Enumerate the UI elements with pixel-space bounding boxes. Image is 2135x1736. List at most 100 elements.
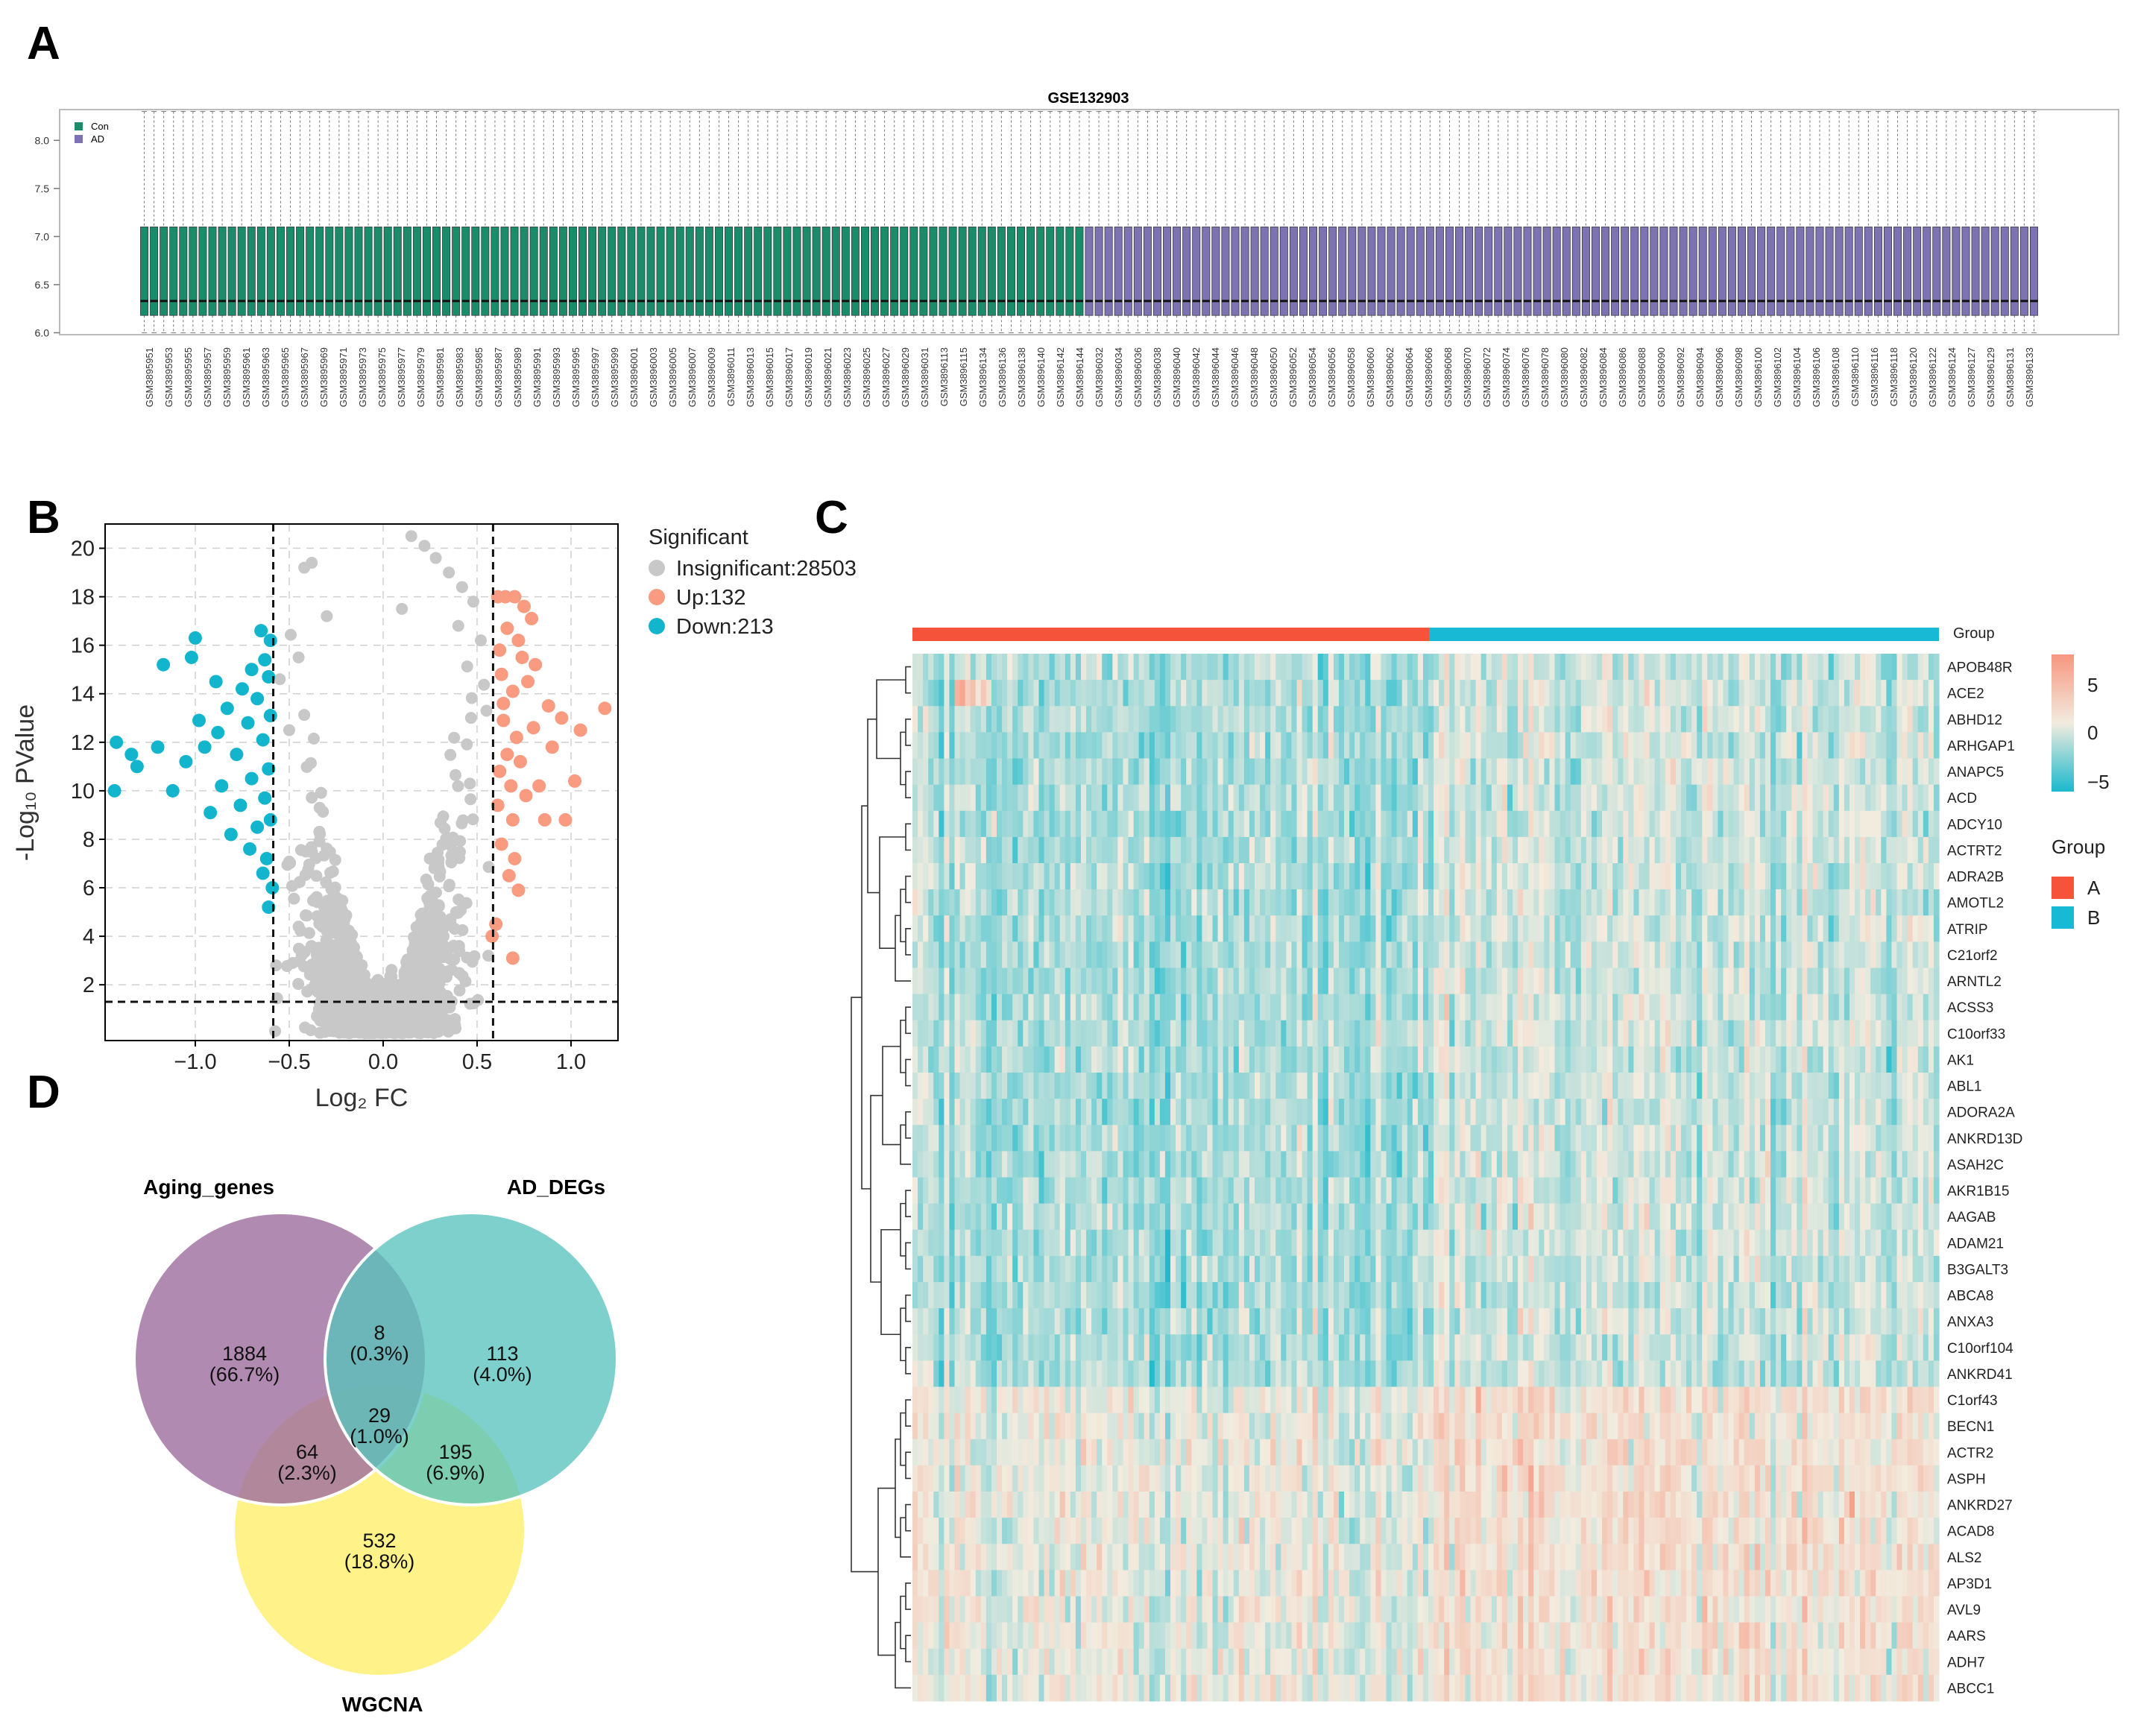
heatmap-cell (1038, 680, 1045, 707)
heatmap-cell (1012, 654, 1018, 681)
heatmap-cell (1565, 706, 1571, 733)
heatmap-cell (1391, 732, 1398, 760)
box-body (1494, 227, 1503, 316)
group-bar-b (1429, 628, 1939, 641)
heatmap-cell (1896, 680, 1903, 707)
heatmap-cell (975, 680, 982, 707)
heatmap-cell (1702, 680, 1708, 707)
heatmap-cell (1144, 680, 1150, 707)
heatmap-cell (1112, 654, 1118, 681)
heatmap-cell (1265, 706, 1271, 733)
heatmap-cell (1712, 680, 1719, 707)
point-insignificant (331, 925, 344, 938)
heatmap-cell (1396, 732, 1403, 760)
box-ad (1114, 111, 1123, 333)
box-ad (1202, 111, 1211, 333)
heatmap-cell (1786, 654, 1792, 681)
box-ad (1435, 111, 1444, 333)
heatmap-cell (1038, 654, 1045, 681)
point-insignificant (438, 822, 451, 835)
boxplot-x-tick-label: GSM3896044 (1210, 347, 1221, 407)
point-insignificant (314, 1014, 327, 1027)
heatmap-cell (1776, 680, 1782, 707)
box-con (948, 111, 957, 333)
heatmap-cell (1828, 706, 1835, 733)
box-body (1893, 227, 1902, 316)
box-body (1192, 227, 1201, 316)
heatmap-cell (954, 654, 961, 681)
heatmap-cell (1396, 706, 1403, 733)
heatmap-cell (1665, 680, 1671, 707)
heatmap-cell (1065, 654, 1071, 681)
heatmap-cell (1723, 706, 1729, 733)
heatmap-cell (1675, 706, 1682, 733)
box-body (1094, 227, 1103, 316)
heatmap-cell (1475, 654, 1482, 681)
heatmap-cell (1149, 654, 1155, 681)
box-ad (1094, 111, 1103, 333)
heatmap-cell (1649, 680, 1656, 707)
heatmap-cell (1823, 680, 1829, 707)
heatmap-cell (1238, 654, 1245, 681)
heatmap-cell (928, 654, 934, 681)
heatmap-cell (1333, 680, 1340, 707)
heatmap-cell (1401, 654, 1408, 681)
heatmap-cell (1807, 654, 1814, 681)
heatmap-cell (1812, 680, 1819, 707)
heatmap-cell (1828, 680, 1835, 707)
boxplot-x-tick-label: GSM3896070 (1462, 347, 1473, 407)
heatmap-cell (959, 654, 966, 681)
boxplot-x-tick-label: GSM3896124 (1946, 347, 1958, 407)
point-insignificant (445, 856, 458, 868)
heatmap-cell (1754, 706, 1761, 733)
box-body (1571, 227, 1580, 316)
heatmap-cell (1181, 654, 1187, 681)
boxplot-title: GSE132903 (1048, 90, 1129, 107)
box-body (1484, 227, 1493, 316)
point-insignificant (320, 876, 332, 888)
heatmap-cell (1891, 706, 1898, 733)
boxplot-x-tick-label: GSM3896060 (1365, 347, 1376, 407)
point-up (515, 650, 529, 664)
box-ad (1123, 111, 1132, 333)
heatmap-cell (1128, 732, 1135, 760)
heatmap-cell (1233, 732, 1240, 760)
heatmap-cell (1344, 706, 1350, 733)
heatmap-cell (1181, 680, 1187, 707)
heatmap-cell (954, 732, 961, 760)
point-down (259, 851, 274, 865)
y-tick-label: 8 (83, 828, 95, 852)
dendrogram-branch (905, 1294, 911, 1322)
heatmap-cell (1212, 654, 1219, 681)
heatmap-cell (1302, 706, 1308, 733)
heatmap-cell (949, 680, 956, 707)
heatmap-cell (1912, 654, 1919, 681)
heatmap-cell (1539, 706, 1545, 733)
heatmap-cell (1338, 706, 1345, 733)
heatmap-cell (1075, 732, 1082, 760)
heatmap-cell (1381, 732, 1387, 760)
heatmap-cell (1091, 732, 1097, 760)
box-body (958, 227, 967, 316)
heatmap-cell (1191, 654, 1197, 681)
heatmap-cell (1344, 732, 1350, 760)
heatmap-cell (1823, 706, 1829, 733)
dendrogram-branch (905, 875, 911, 903)
heatmap-cell (1786, 680, 1792, 707)
point-insignificant (480, 704, 493, 717)
dendrogram-branch (905, 1190, 911, 1217)
box-body (1065, 227, 1074, 316)
heatmap-cell (1607, 706, 1613, 733)
heatmap-cell (1370, 654, 1377, 681)
heatmap-cell (1465, 680, 1472, 707)
box-body (1806, 227, 1814, 316)
point-up (505, 951, 520, 965)
box-ad (1621, 111, 1630, 333)
box-body (1202, 227, 1211, 316)
heatmap-cell (991, 706, 997, 733)
dendrogram-branch (905, 1111, 911, 1139)
heatmap-cell (1117, 654, 1124, 681)
point-insignificant (283, 724, 295, 736)
heatmap-cell (1554, 654, 1561, 681)
heatmap-cell (1491, 732, 1498, 760)
